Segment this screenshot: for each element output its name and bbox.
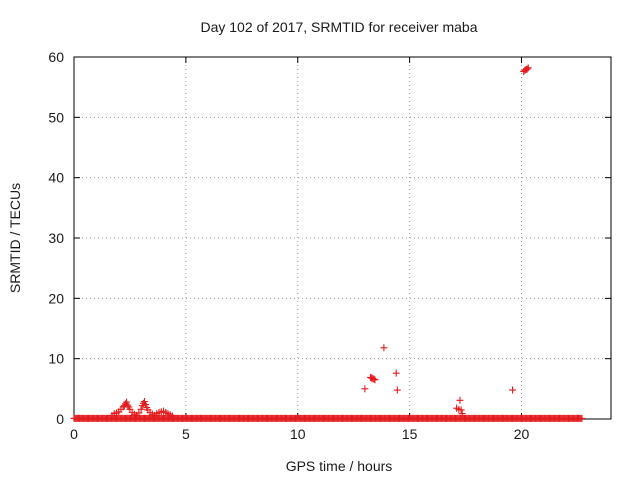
data-point	[371, 376, 379, 384]
data-point	[142, 401, 150, 409]
x-tick-label: 0	[70, 426, 78, 442]
y-tick-label: 50	[48, 109, 64, 125]
data-point	[393, 386, 401, 394]
x-tick-label: 5	[182, 426, 190, 442]
data-point	[137, 405, 145, 413]
data-point	[370, 375, 378, 383]
data-point	[123, 398, 131, 406]
grid-lines	[74, 57, 611, 419]
data-point	[135, 409, 143, 417]
data-point	[140, 398, 148, 406]
data-point	[524, 64, 532, 72]
x-tick-label: 20	[514, 426, 530, 442]
data-point	[456, 396, 464, 404]
data-point	[458, 410, 466, 418]
data-point	[509, 386, 517, 394]
data-point	[578, 414, 586, 422]
y-tick-label: 60	[48, 49, 64, 65]
y-tick-label: 30	[48, 230, 64, 246]
x-axis-label: GPS time / hours	[286, 458, 393, 474]
chart-title: Day 102 of 2017, SRMTID for receiver mab…	[200, 19, 477, 35]
data-point	[457, 406, 465, 414]
data-point	[361, 385, 369, 393]
data-point	[380, 344, 388, 352]
x-tick-label: 15	[402, 426, 418, 442]
data-point	[392, 369, 400, 377]
y-tick-label: 20	[48, 290, 64, 306]
axis-ticks: 0 5 10 15 20 0 10 20 30 40 50 60	[48, 49, 611, 442]
y-tick-label: 10	[48, 351, 64, 367]
data-points	[70, 64, 586, 422]
y-tick-label: 0	[56, 411, 64, 427]
y-axis-label: SRMTID / TECUs	[7, 183, 23, 293]
data-point	[523, 65, 531, 73]
data-point	[168, 412, 176, 420]
y-tick-label: 40	[48, 170, 64, 186]
x-tick-label: 10	[290, 426, 306, 442]
